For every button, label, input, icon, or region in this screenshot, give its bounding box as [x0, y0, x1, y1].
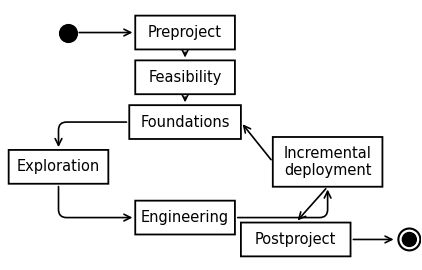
FancyBboxPatch shape	[273, 137, 382, 187]
FancyBboxPatch shape	[135, 60, 235, 94]
FancyBboxPatch shape	[129, 105, 241, 139]
Text: Feasibility: Feasibility	[149, 70, 222, 85]
Text: Incremental
deployment: Incremental deployment	[284, 146, 371, 178]
FancyBboxPatch shape	[9, 150, 108, 184]
Text: Postproject: Postproject	[255, 232, 336, 247]
FancyBboxPatch shape	[135, 201, 235, 234]
Text: Engineering: Engineering	[141, 210, 229, 225]
FancyBboxPatch shape	[135, 16, 235, 49]
Text: Exploration: Exploration	[17, 159, 100, 174]
Circle shape	[402, 232, 417, 247]
FancyBboxPatch shape	[241, 222, 351, 256]
Text: Foundations: Foundations	[141, 114, 230, 130]
Circle shape	[398, 228, 420, 250]
Text: Preproject: Preproject	[148, 25, 222, 40]
